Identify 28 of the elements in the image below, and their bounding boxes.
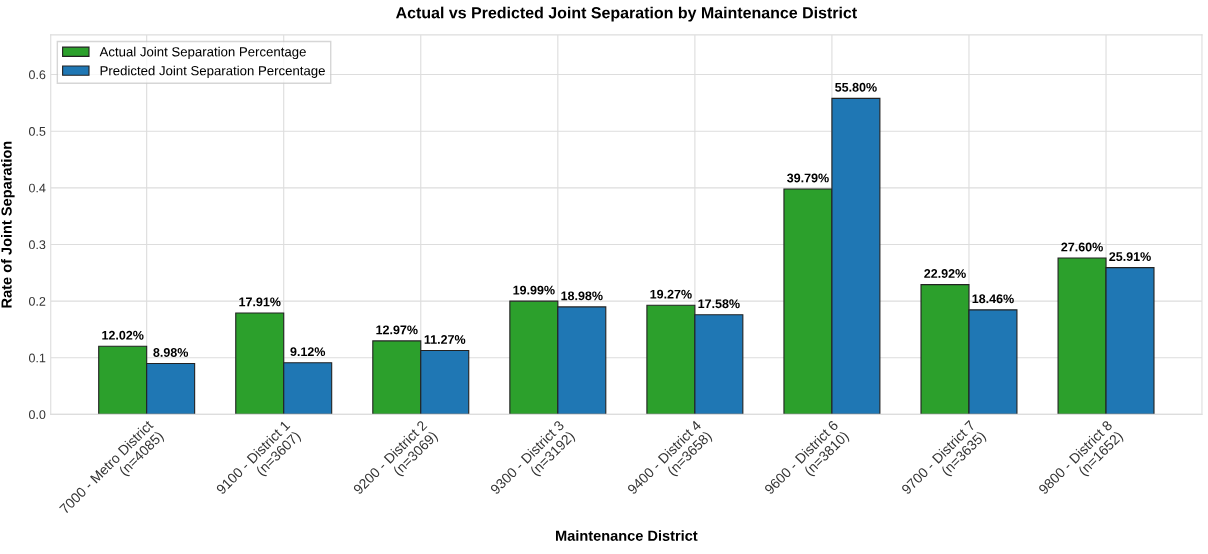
y-tick-label: 0.0: [28, 410, 46, 420]
y-tick-label: 0.6: [28, 70, 46, 80]
y-axis-title: Rate of Joint Separation: [1, 141, 15, 308]
data-label: 17.58%: [698, 299, 740, 309]
data-label: 11.27%: [424, 335, 466, 344]
data-label: 22.92%: [924, 269, 966, 278]
data-label: 12.02%: [102, 330, 144, 340]
data-label: 19.99%: [513, 285, 555, 295]
data-label: 27.60%: [1061, 242, 1103, 252]
data-label: 18.46%: [972, 294, 1014, 304]
data-label: 12.97%: [376, 325, 418, 335]
legend-label: Actual Joint Separation Percentage: [99, 46, 306, 60]
y-tick-label: 0.5: [28, 126, 46, 136]
y-tick-label: 0.4: [28, 183, 46, 193]
data-label: 19.27%: [650, 289, 692, 299]
data-label: 8.98%: [153, 348, 189, 357]
data-label: 25.91%: [1109, 252, 1151, 261]
chart-title: Actual vs Predicted Joint Separation by Maintenance District: [395, 6, 857, 22]
y-tick-label: 0.2: [28, 296, 46, 306]
data-label: 9.12%: [290, 347, 326, 357]
data-label: 39.79%: [787, 173, 829, 183]
y-tick-label: 0.1: [28, 353, 46, 363]
y-tick-label: 0.3: [28, 240, 46, 250]
data-label: 55.80%: [835, 82, 877, 92]
x-axis-title: Maintenance District: [556, 530, 698, 541]
legend-label: Predicted Joint Separation Percentage: [100, 65, 325, 78]
data-label: 18.98%: [561, 291, 603, 301]
data-label: 17.91%: [239, 297, 281, 307]
